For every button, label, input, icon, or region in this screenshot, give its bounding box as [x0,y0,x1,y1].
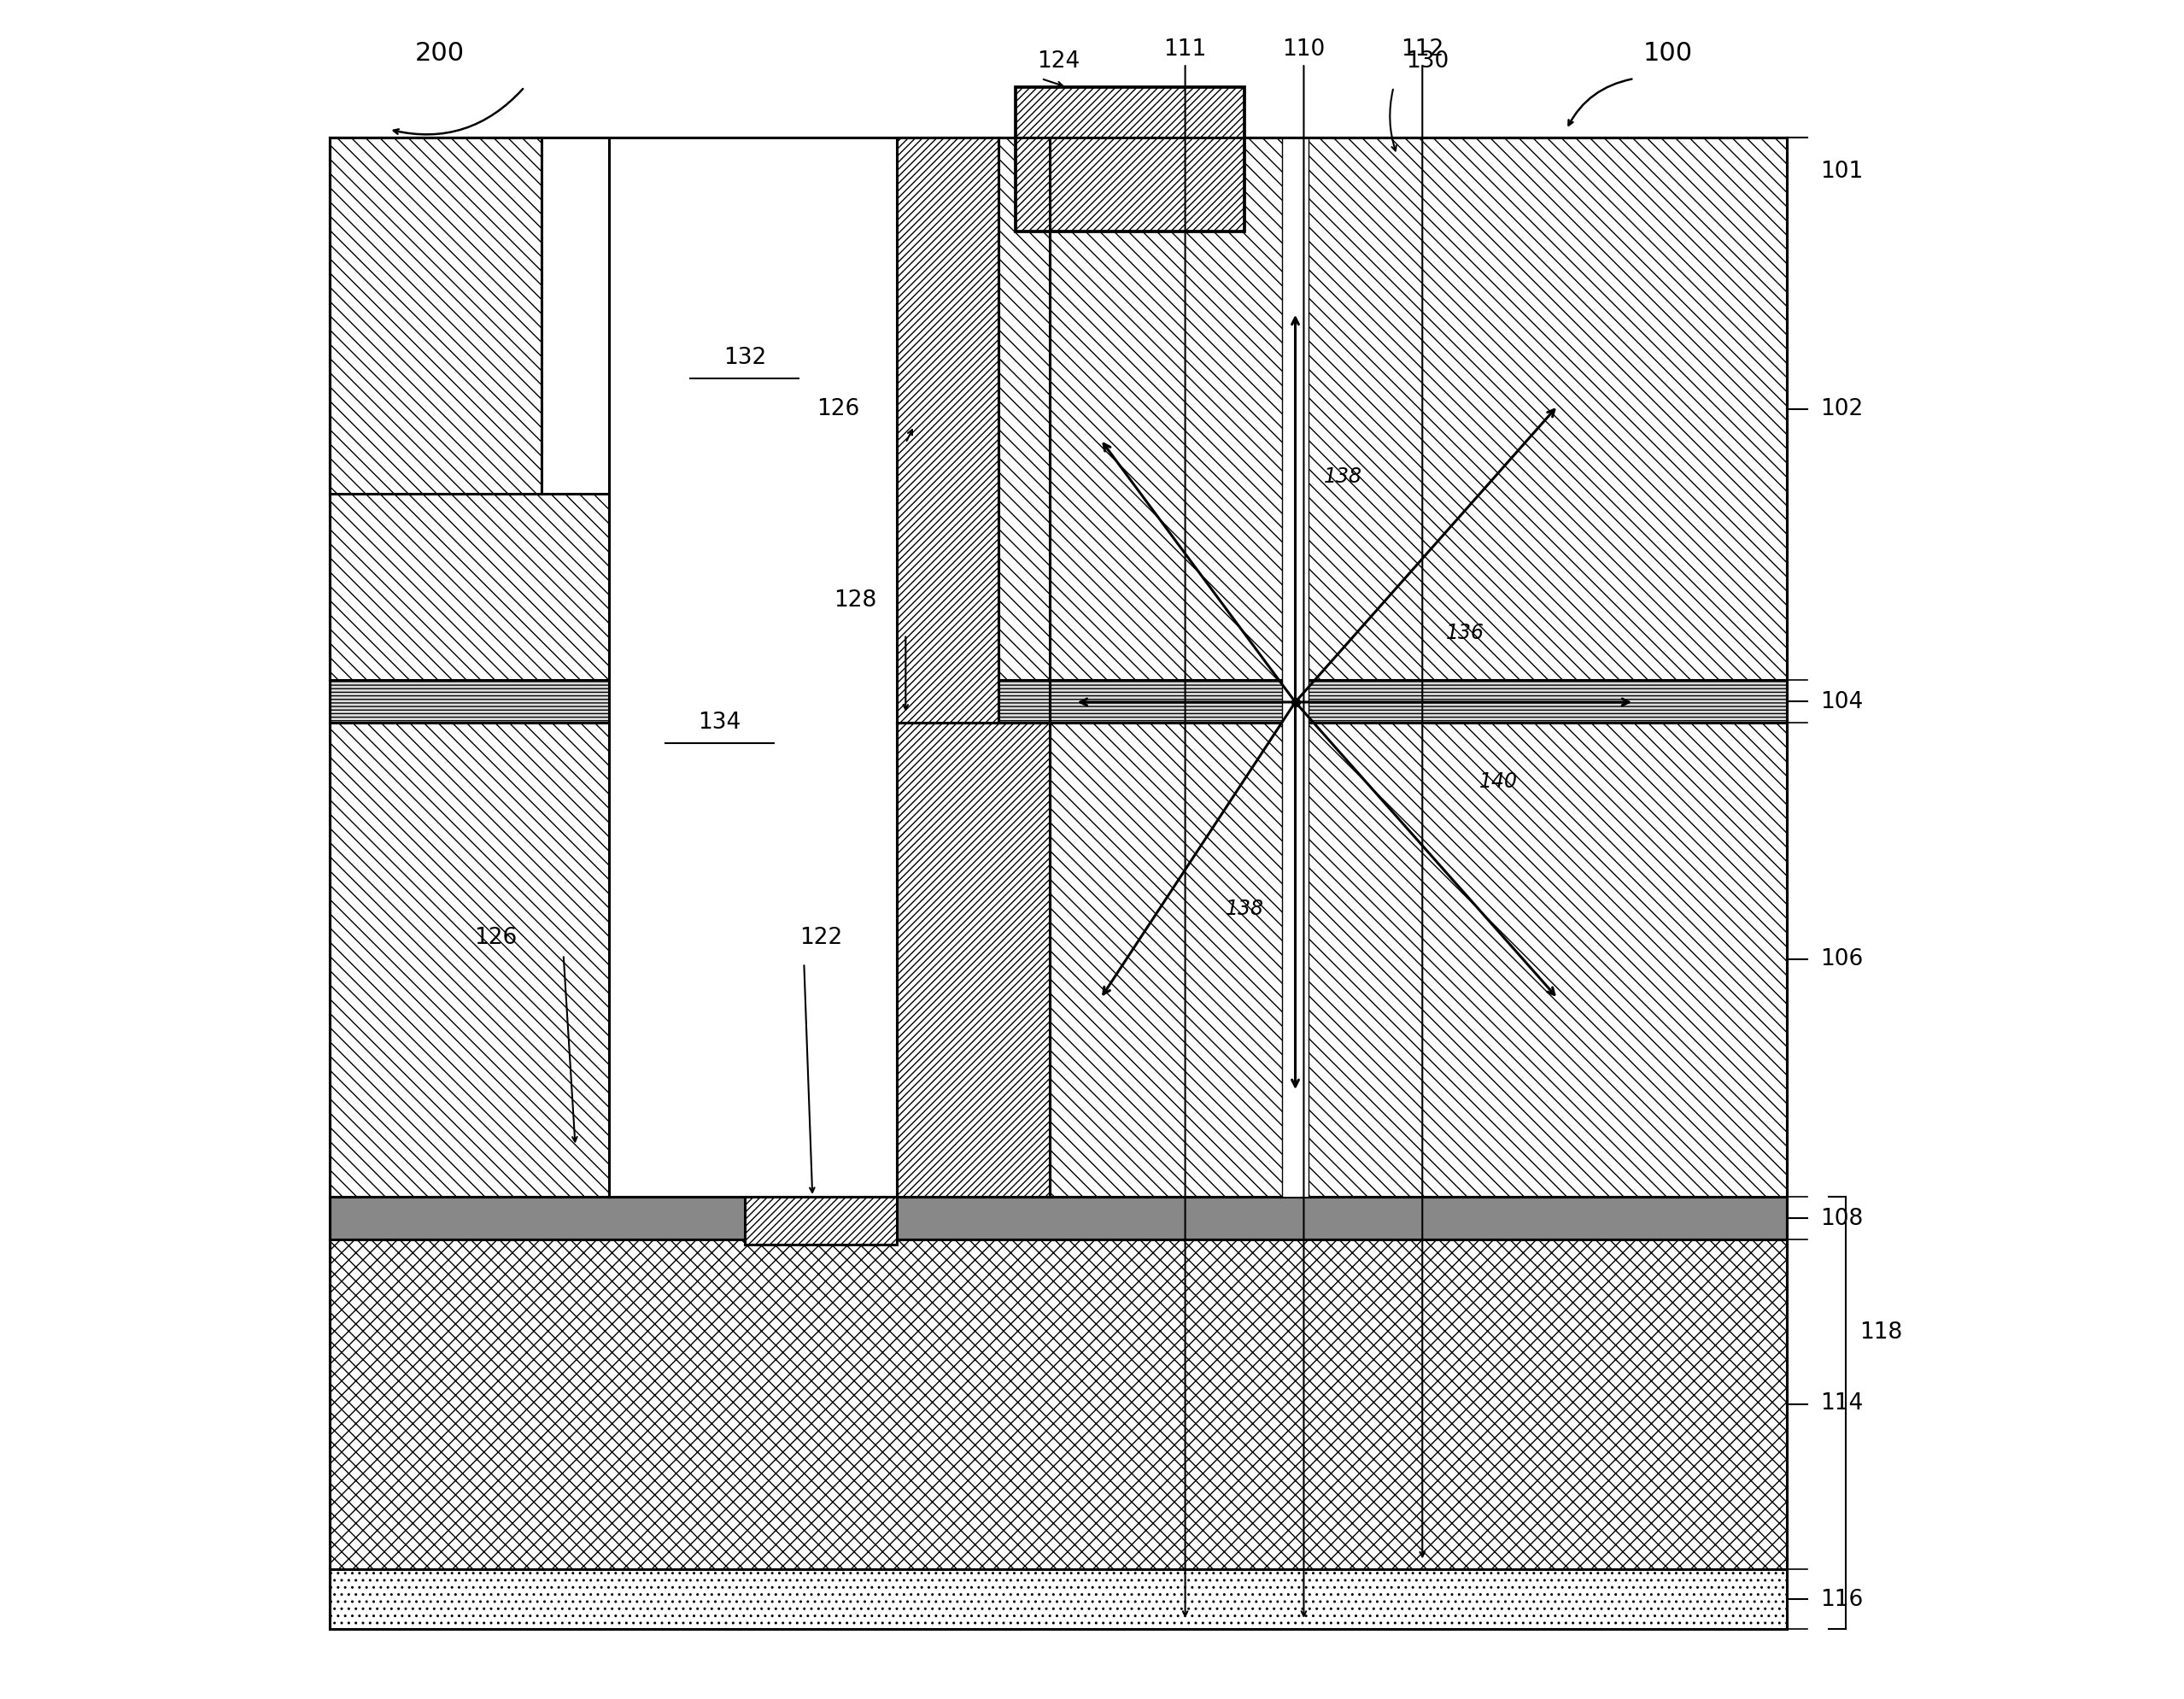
Bar [1051,138,1787,680]
Text: 100: 100 [1642,41,1693,66]
Text: 136: 136 [1446,622,1483,642]
Text: 134: 134 [699,712,740,734]
Bar [1282,138,1308,1196]
Text: 108: 108 [1821,1208,1863,1230]
Bar [1051,680,1787,722]
Bar [330,1196,1787,1239]
Bar [330,1239,1787,1570]
Text: 124: 124 [1037,51,1079,73]
Text: 122: 122 [799,926,843,948]
Text: 102: 102 [1821,398,1863,420]
Bar [542,138,609,494]
Text: 101: 101 [1821,161,1863,183]
Bar [898,138,998,722]
Text: 118: 118 [1859,1322,1902,1344]
Bar [609,138,898,1196]
Text: 132: 132 [723,347,767,369]
Bar [330,138,542,494]
Bar [330,680,1787,722]
Bar [745,1196,898,1244]
Text: 106: 106 [1821,948,1863,970]
Bar [1051,722,1787,1196]
Text: 116: 116 [1821,1589,1863,1611]
Text: 114: 114 [1821,1393,1863,1415]
Bar [330,138,1787,680]
Text: 140: 140 [1479,771,1518,792]
Bar [330,138,609,680]
Text: 138: 138 [1225,899,1265,919]
Bar [330,722,1787,1196]
Text: 126: 126 [817,398,858,420]
Text: 111: 111 [1164,39,1206,61]
Text: 112: 112 [1400,39,1444,61]
Text: 200: 200 [415,41,465,66]
Text: 138: 138 [1324,467,1363,488]
Bar [330,1570,1787,1629]
Text: 128: 128 [834,590,876,612]
Text: 130: 130 [1406,51,1448,73]
Text: 104: 104 [1821,691,1863,714]
Text: 126: 126 [474,926,518,948]
Bar [1016,87,1245,231]
Text: 110: 110 [1282,39,1326,61]
Bar [898,722,1051,1196]
